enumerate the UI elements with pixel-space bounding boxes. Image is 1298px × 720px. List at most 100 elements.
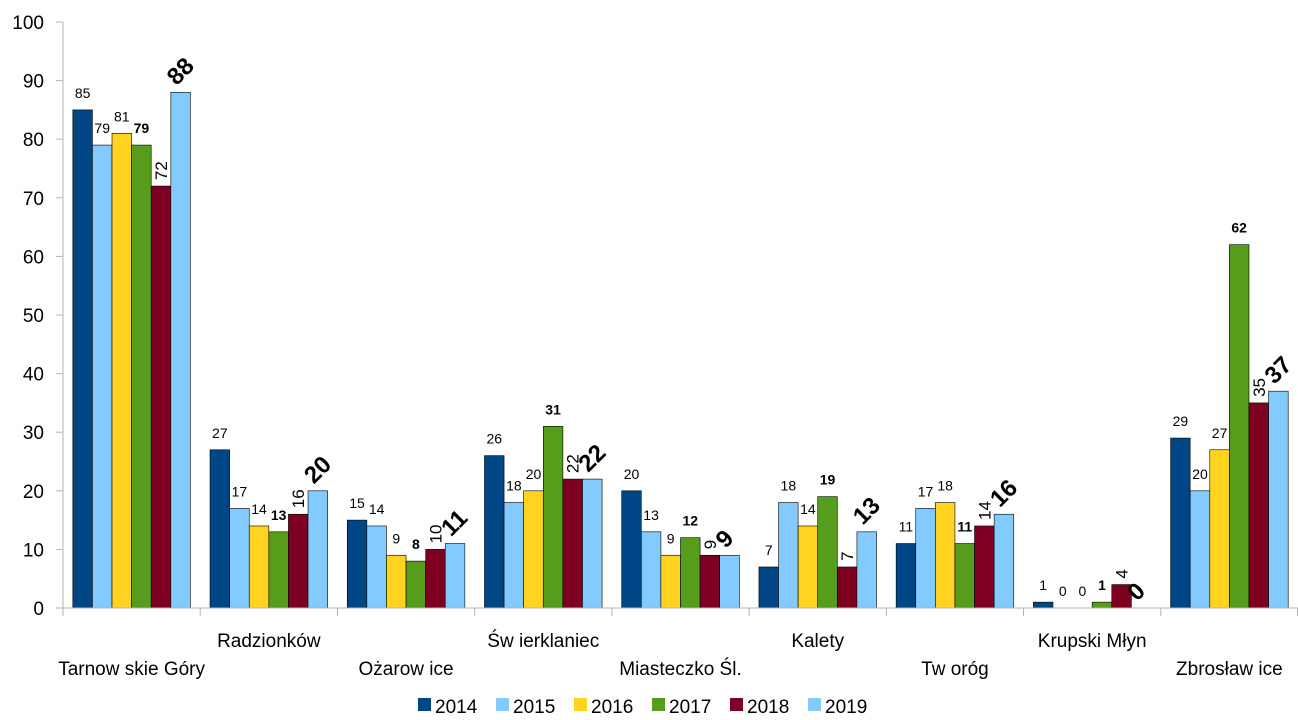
category-labels: Tarnow skie Góry Radzionków Ożarow ice Św i… bbox=[58, 630, 1282, 680]
legend: 2014 2015 2016 2017 2018 2019 bbox=[418, 697, 867, 718]
bar-2014 bbox=[621, 490, 642, 609]
data-label: 14 bbox=[251, 501, 267, 517]
bar-2016 bbox=[935, 502, 956, 609]
data-label: 27 bbox=[1212, 425, 1228, 441]
bar-2015 bbox=[915, 508, 936, 609]
category-label: Tw oróg bbox=[921, 659, 989, 680]
bar-2016 bbox=[797, 525, 819, 609]
data-label: 17 bbox=[918, 483, 934, 499]
legend-label-2018: 2018 bbox=[747, 697, 789, 718]
data-label: 0 bbox=[1078, 583, 1086, 599]
y-tick-label: 20 bbox=[23, 482, 44, 503]
bar-2017 bbox=[405, 560, 426, 609]
data-label: 20 bbox=[624, 466, 640, 482]
bar-2018 bbox=[150, 185, 172, 609]
data-label: 20 bbox=[526, 466, 542, 482]
bar-2018 bbox=[699, 554, 720, 609]
data-label: 14 bbox=[369, 501, 385, 517]
bars bbox=[72, 92, 1289, 609]
data-label: 1 bbox=[1098, 577, 1106, 593]
bar-2015 bbox=[640, 531, 662, 609]
bar-2015 bbox=[503, 502, 524, 609]
data-label: 13 bbox=[848, 492, 886, 530]
data-label: 9 bbox=[392, 530, 400, 546]
bar-2019 bbox=[1268, 390, 1289, 609]
category-label: Radzionków bbox=[217, 631, 321, 652]
data-label: 29 bbox=[1173, 413, 1189, 429]
legend-swatch-2018 bbox=[730, 698, 743, 711]
legend-swatch-2015 bbox=[496, 698, 509, 711]
legend-swatch-2019 bbox=[808, 698, 821, 711]
y-tick-label: 60 bbox=[23, 247, 44, 268]
bar-2016 bbox=[660, 554, 681, 609]
category-label: Tarnow skie Góry bbox=[58, 659, 205, 680]
bar-2018 bbox=[1248, 402, 1269, 609]
data-label: 79 bbox=[134, 120, 150, 136]
data-label: 1 bbox=[1039, 577, 1047, 593]
data-label: 9 bbox=[701, 540, 720, 549]
bar-2014 bbox=[1170, 437, 1191, 609]
data-label: 4 bbox=[1113, 569, 1132, 578]
data-label: 85 bbox=[75, 85, 91, 101]
bar-2015 bbox=[229, 508, 250, 609]
y-tick-label: 40 bbox=[23, 365, 44, 386]
bar-2019 bbox=[582, 478, 603, 609]
category-label: Krupski Młyn bbox=[1038, 631, 1147, 652]
legend-swatch-2014 bbox=[418, 698, 431, 711]
legend-swatch-2016 bbox=[574, 698, 587, 711]
data-label: 10 bbox=[426, 524, 445, 543]
data-label: 27 bbox=[212, 425, 228, 441]
y-tick-label: 100 bbox=[12, 13, 44, 34]
y-tick-label: 50 bbox=[23, 306, 44, 327]
legend-label-2016: 2016 bbox=[591, 697, 633, 718]
data-label: 18 bbox=[506, 478, 522, 494]
bar-2016 bbox=[248, 525, 270, 609]
data-label: 72 bbox=[152, 161, 171, 180]
bar-2015 bbox=[92, 144, 113, 609]
bar-2019 bbox=[719, 554, 740, 609]
bar-2018 bbox=[562, 478, 583, 609]
data-label: 22 bbox=[564, 454, 583, 473]
category-label: Miasteczko Śl. bbox=[619, 658, 741, 680]
bar-2018 bbox=[837, 566, 858, 609]
data-label: 17 bbox=[232, 483, 248, 499]
data-label: 16 bbox=[289, 489, 308, 508]
data-label: 35 bbox=[1250, 378, 1269, 397]
data-label: 9 bbox=[667, 530, 675, 546]
data-label: 11 bbox=[899, 519, 914, 535]
category-label: Ożarow ice bbox=[359, 659, 454, 680]
bar-2018 bbox=[974, 525, 995, 609]
bar-2015 bbox=[366, 525, 387, 609]
legend-label-2017: 2017 bbox=[669, 697, 711, 718]
bar-2014 bbox=[895, 543, 917, 609]
bar-2015 bbox=[778, 502, 799, 609]
bar-2017 bbox=[954, 543, 975, 609]
data-label: 26 bbox=[486, 431, 502, 447]
data-label: 11 bbox=[957, 519, 972, 535]
data-label: 13 bbox=[643, 507, 659, 523]
data-label: 14 bbox=[800, 501, 816, 517]
data-label: 62 bbox=[1231, 220, 1247, 236]
data-label: 7 bbox=[765, 542, 773, 558]
data-label: 81 bbox=[114, 108, 130, 124]
bar-2014 bbox=[209, 449, 230, 609]
data-label: 18 bbox=[781, 478, 797, 494]
y-tick-label: 10 bbox=[23, 540, 44, 561]
y-tick-label: 90 bbox=[23, 72, 44, 93]
bar-2014 bbox=[1033, 601, 1054, 609]
data-label: 14 bbox=[975, 501, 994, 520]
data-label: 12 bbox=[683, 513, 699, 529]
bar-2016 bbox=[523, 490, 544, 609]
bar-2017 bbox=[1229, 244, 1250, 609]
bar-2019 bbox=[170, 92, 191, 609]
data-label: 19 bbox=[820, 472, 836, 488]
data-label: 20 bbox=[299, 451, 337, 489]
bar-2017 bbox=[268, 531, 289, 609]
bar-2017 bbox=[542, 426, 564, 609]
bar-2019 bbox=[444, 543, 466, 609]
bar-2019 bbox=[856, 531, 877, 609]
bar-2019 bbox=[307, 490, 328, 609]
category-label: Kalety bbox=[791, 631, 844, 652]
legend-label-2015: 2015 bbox=[513, 697, 555, 718]
